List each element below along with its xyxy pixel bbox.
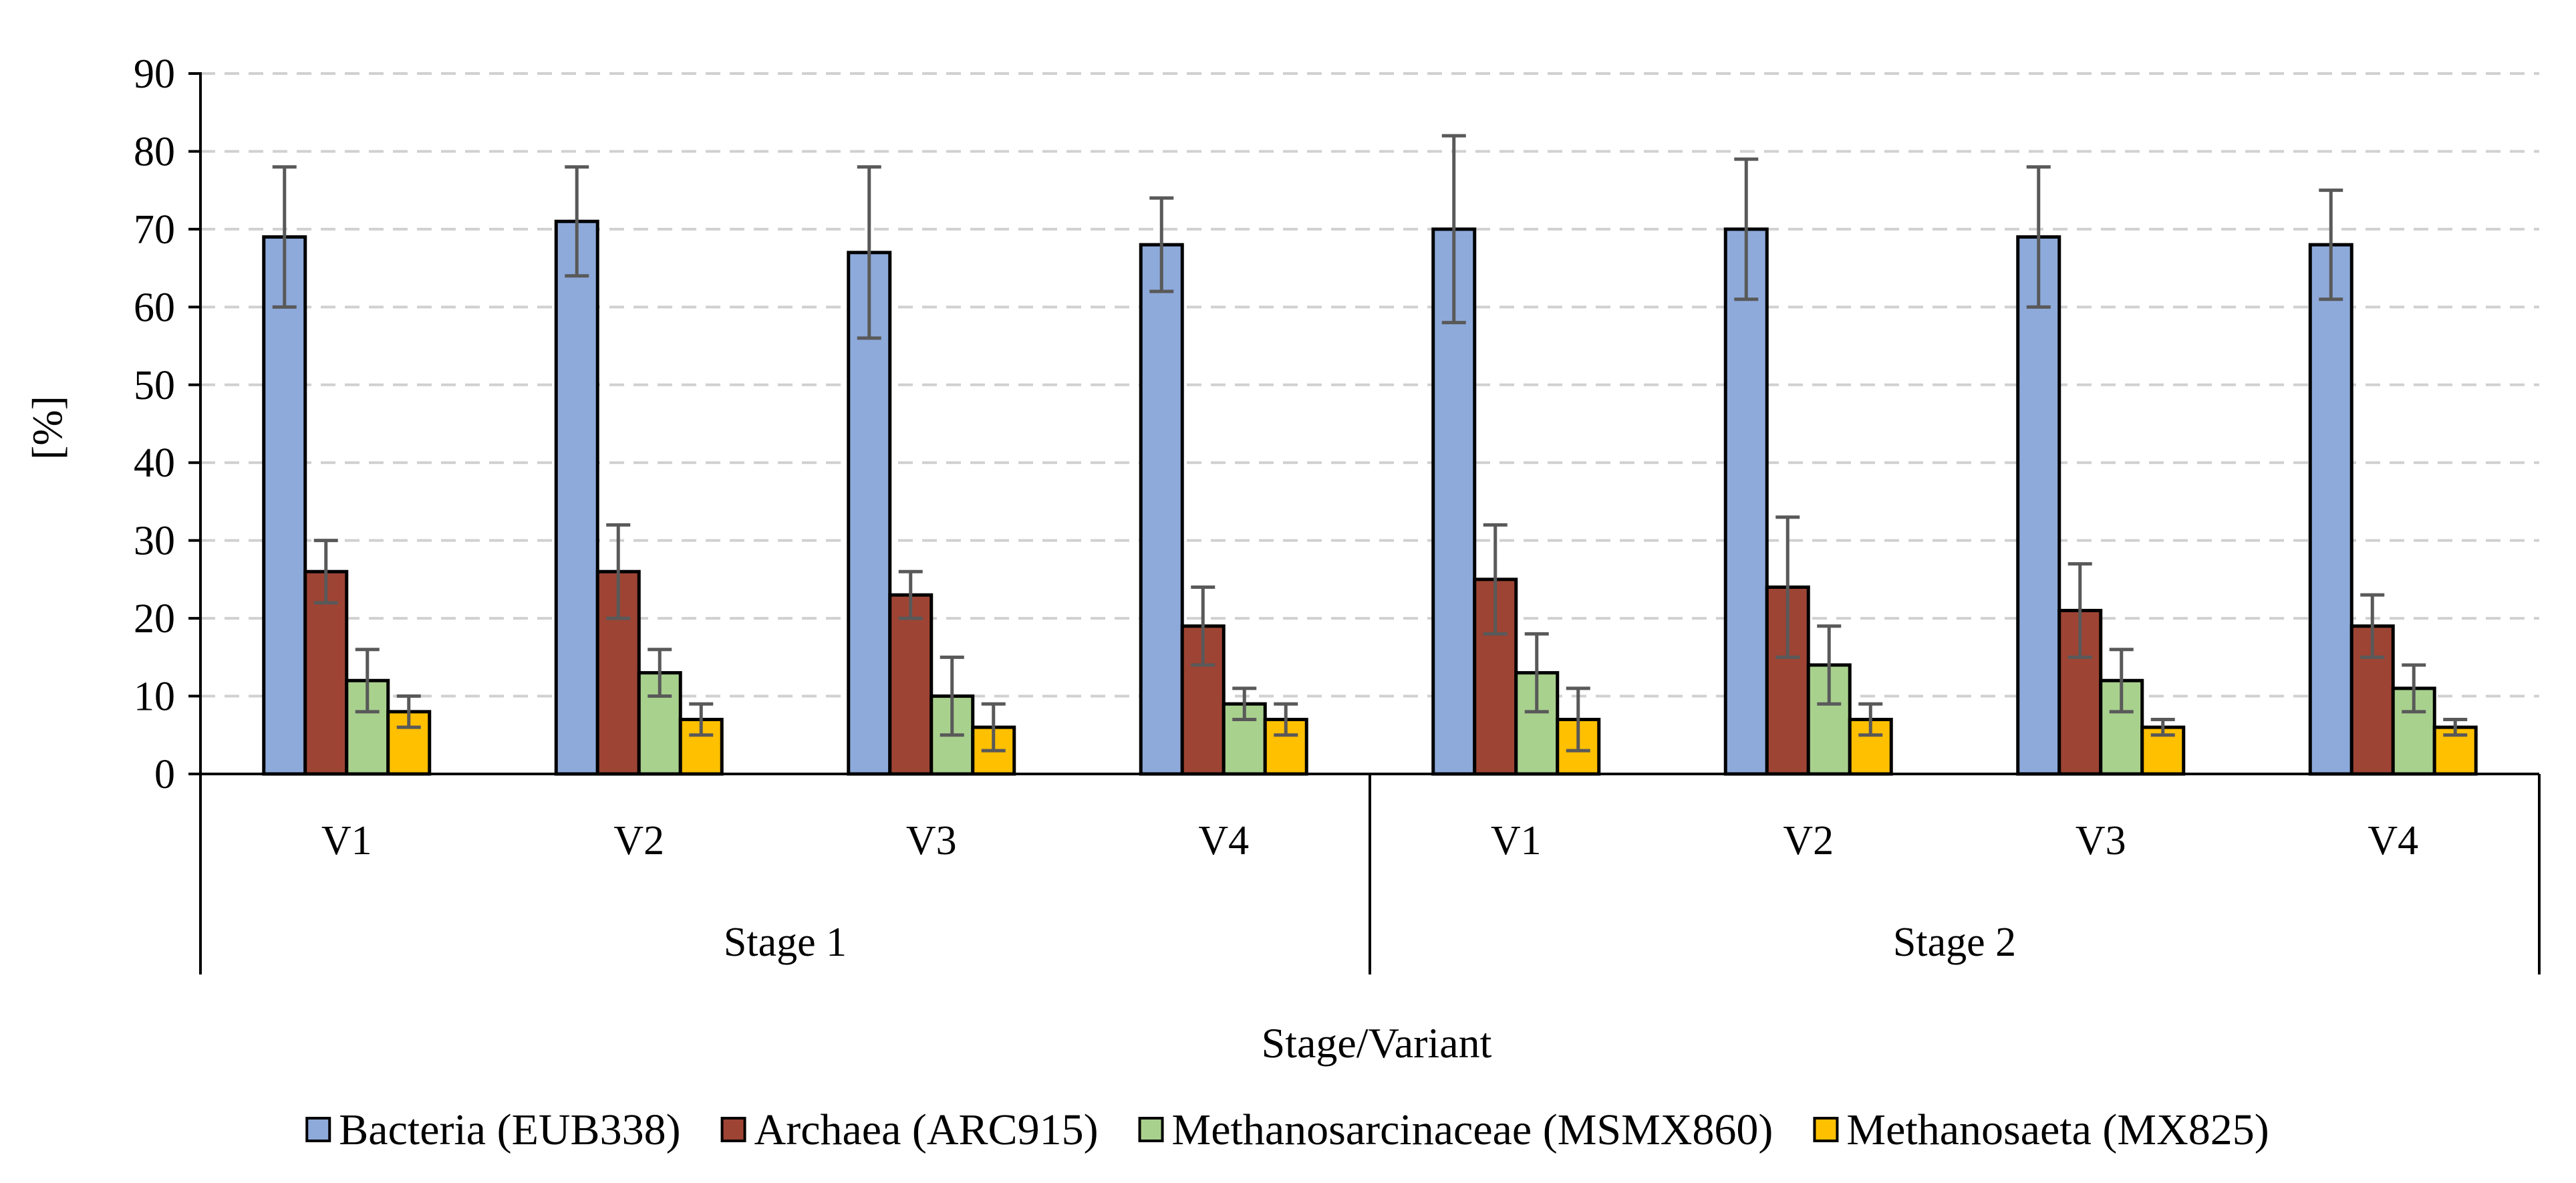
y-tick-label: 20 (134, 596, 175, 642)
x-tick-label: V4 (2368, 818, 2418, 864)
y-tick-label: 10 (134, 674, 175, 720)
x-tick-label: V3 (2076, 818, 2126, 864)
y-tick-label: 60 (134, 285, 175, 330)
x-tick-label: V2 (1783, 818, 1834, 864)
y-tick-label: 50 (134, 363, 175, 408)
bar (1723, 227, 1769, 776)
y-tick-label: 80 (134, 129, 175, 174)
error-bars (272, 134, 2468, 753)
y-tick-label: 70 (134, 207, 175, 253)
bars (262, 219, 2478, 776)
y-tick-label: 40 (134, 440, 175, 486)
y-tick-label: 0 (154, 752, 175, 797)
legend-swatch (1813, 1117, 1839, 1142)
y-tick-label: 30 (134, 519, 175, 564)
group-label: Stage 1 (724, 920, 847, 965)
x-tick-label: V2 (613, 818, 664, 864)
bar (262, 235, 307, 776)
legend-swatch (720, 1117, 746, 1142)
legend-label: Methanosarcinaceae (MSMX860) (1172, 1105, 1773, 1154)
x-tick-label: V1 (321, 818, 372, 864)
legend-label: Methanosaeta (MX825) (1846, 1105, 2269, 1154)
x-tick-label: V3 (906, 818, 957, 864)
y-tick-label: 90 (134, 51, 175, 97)
x-tick-label: V4 (1198, 818, 1249, 864)
legend-label: Bacteria (EUB338) (339, 1105, 680, 1154)
bar (554, 219, 599, 776)
x-axis-title: Stage/Variant (1262, 1019, 1492, 1067)
bar (888, 593, 934, 776)
gridlines (200, 72, 2539, 698)
legend-swatch (305, 1117, 331, 1142)
bar (2308, 243, 2353, 776)
legend: Bacteria (EUB338) Archaea (ARC915) Methano… (305, 1105, 2269, 1154)
x-tick-label: V1 (1491, 818, 1542, 864)
group-label: Stage 2 (1893, 920, 2016, 965)
y-tick-labels: 0 10 20 30 40 50 60 70 80 90 (134, 51, 175, 797)
legend-swatch (1138, 1117, 1164, 1142)
axes (188, 72, 2541, 974)
bar (2016, 235, 2061, 776)
bar (1139, 243, 1184, 776)
y-axis-title: [%] (23, 396, 71, 460)
category-labels: V1 V2 V3 V4 V1 V2 V3 V4 Stage 1 Stage 2 (321, 818, 2418, 965)
legend-label: Archaea (ARC915) (754, 1105, 1099, 1154)
